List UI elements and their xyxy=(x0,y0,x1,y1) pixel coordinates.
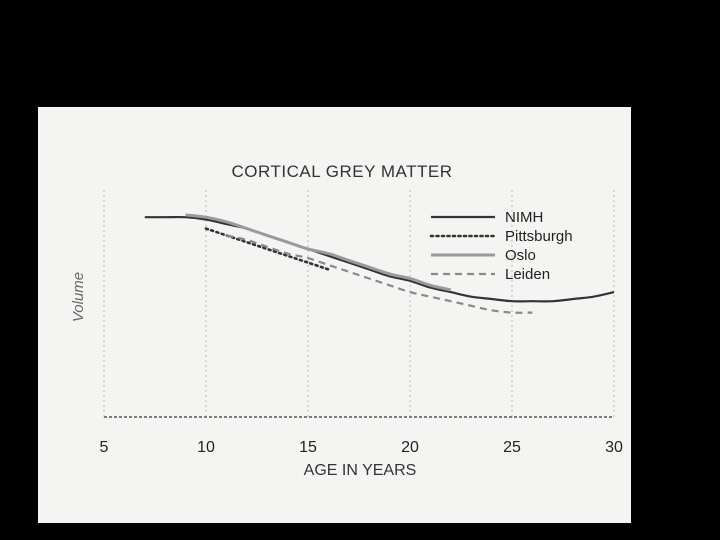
series-line-leiden xyxy=(226,234,533,314)
legend-label-nimh: NIMH xyxy=(505,209,543,226)
top-black-band xyxy=(0,0,720,107)
x-tick-label-5: 5 xyxy=(100,439,109,456)
x-tick-labels: 5 10 15 20 25 30 xyxy=(100,439,623,456)
x-tick-label-10: 10 xyxy=(197,439,215,456)
legend-label-oslo: Oslo xyxy=(505,247,536,264)
series-line-nimh xyxy=(144,215,615,303)
x-tick-label-15: 15 xyxy=(299,439,317,456)
y-axis-label: Volume xyxy=(70,272,87,322)
legend-label-pittsburgh: Pittsburgh xyxy=(505,228,573,245)
series-line-oslo xyxy=(185,213,452,292)
bottom-black-band xyxy=(0,523,720,540)
legend: NIMH Pittsburgh Oslo Leiden xyxy=(429,209,573,283)
x-tick-label-25: 25 xyxy=(503,439,521,456)
chart-paper xyxy=(38,107,631,523)
x-tick-label-30: 30 xyxy=(605,439,623,456)
legend-label-leiden: Leiden xyxy=(505,266,550,283)
x-axis-label: AGE IN YEARS xyxy=(304,462,417,479)
series-lines xyxy=(144,213,615,314)
chart-title: CORTICAL GREY MATTER xyxy=(232,162,453,181)
x-tick-label-20: 20 xyxy=(401,439,419,456)
